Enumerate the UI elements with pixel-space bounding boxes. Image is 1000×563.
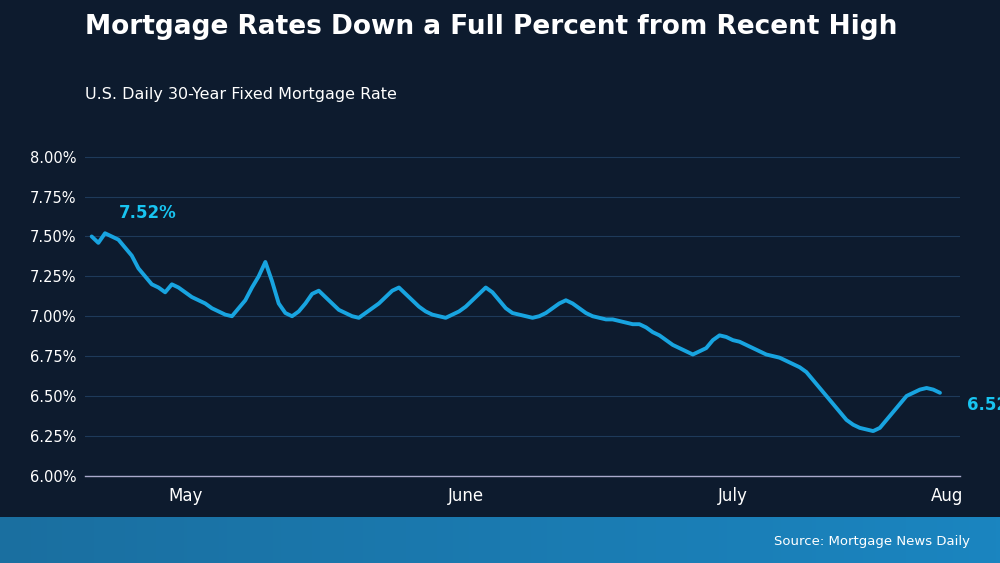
Text: Source: Mortgage News Daily: Source: Mortgage News Daily [774, 535, 970, 548]
Text: Mortgage Rates Down a Full Percent from Recent High: Mortgage Rates Down a Full Percent from … [85, 14, 897, 40]
Text: 6.52%: 6.52% [967, 396, 1000, 414]
Text: U.S. Daily 30-Year Fixed Mortgage Rate: U.S. Daily 30-Year Fixed Mortgage Rate [85, 87, 397, 102]
Text: 7.52%: 7.52% [118, 204, 176, 222]
